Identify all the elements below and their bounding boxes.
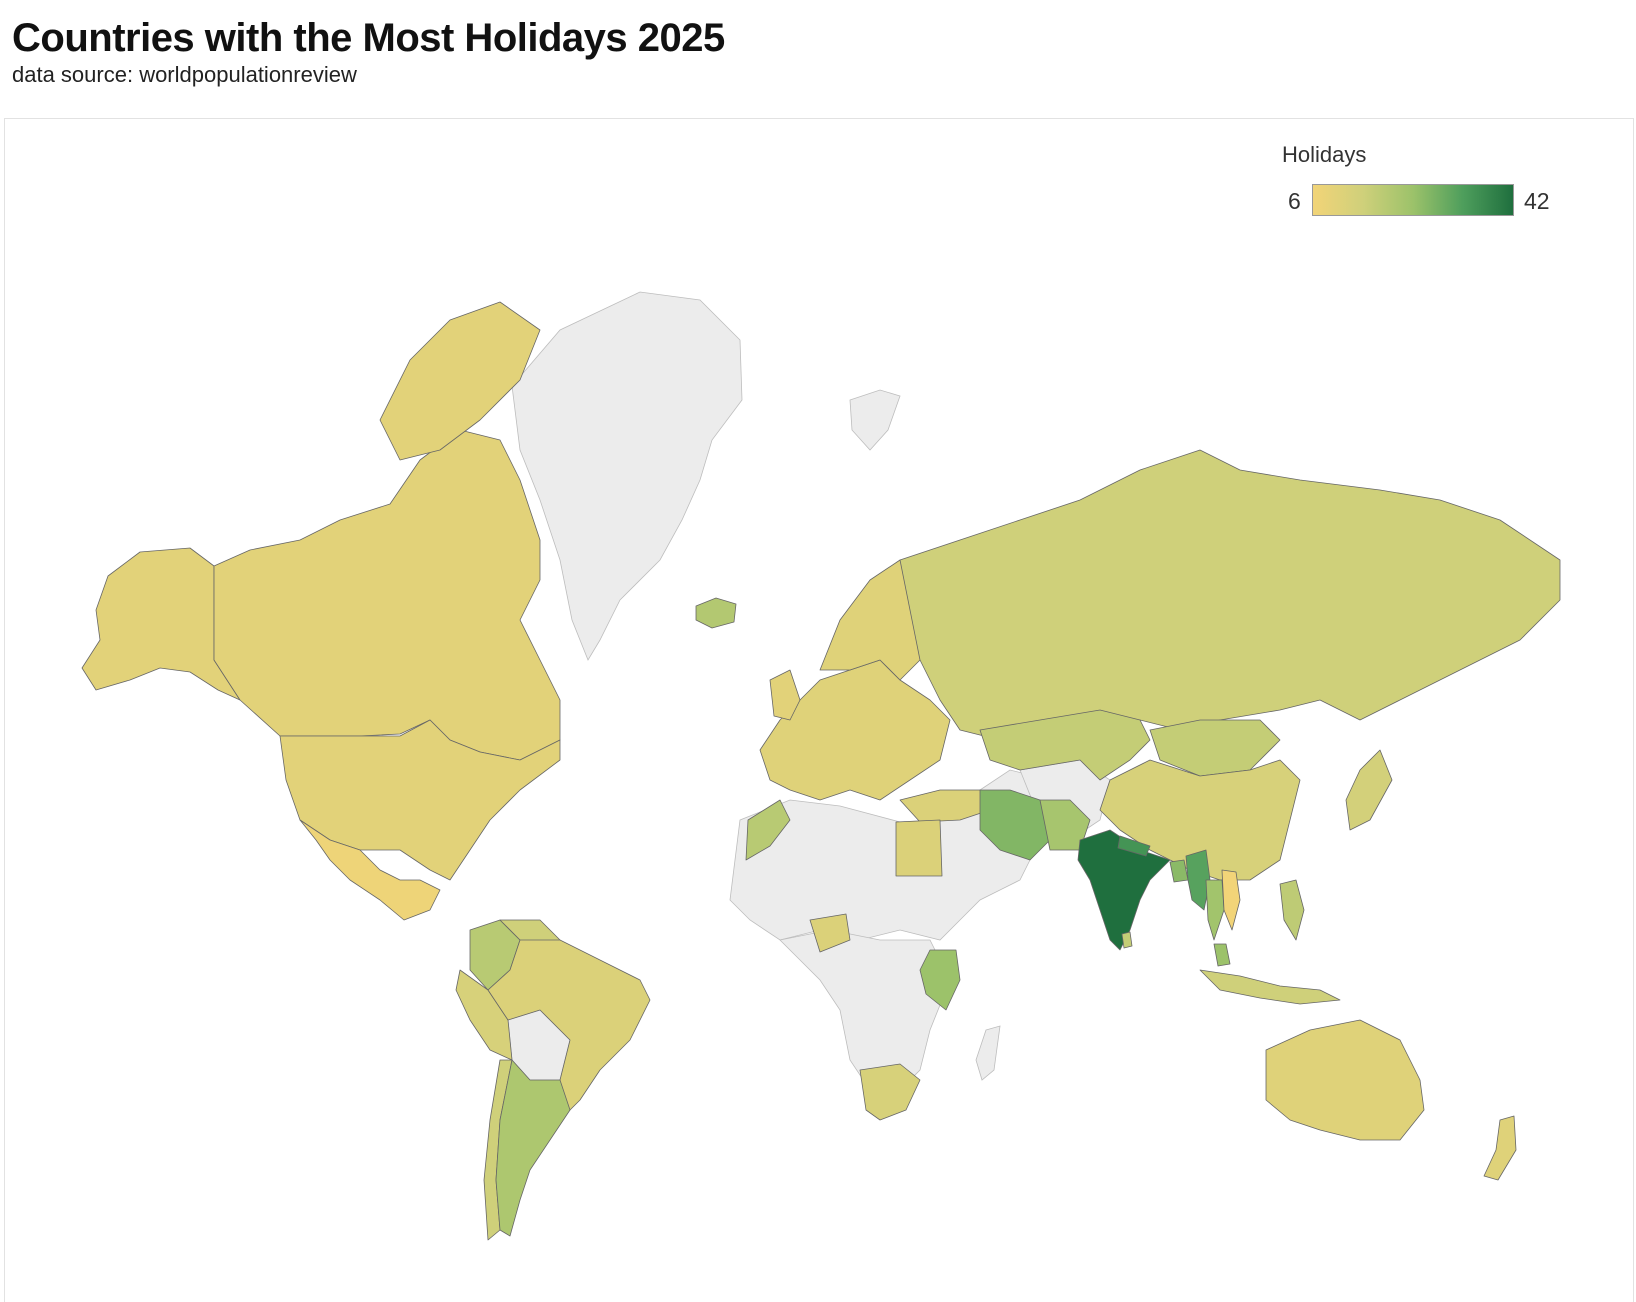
region-madagascar [975,1025,1001,1081]
legend-max-label: 42 [1524,188,1550,214]
region-iran[interactable] [979,789,1051,861]
region-canada-arctic-islands [379,301,541,461]
region-philippines[interactable] [1279,879,1305,941]
region-south-africa[interactable] [859,1063,921,1121]
region-kenya[interactable] [919,949,961,1011]
region-iceland[interactable] [695,597,737,629]
region-indonesia[interactable] [1199,969,1341,1005]
region-new-zealand[interactable] [1483,1115,1517,1181]
region-kazakhstan[interactable] [979,709,1151,781]
region-australia[interactable] [1265,1019,1425,1141]
page-title: Countries with the Most Holidays 2025 [12,16,725,60]
header: Countries with the Most Holidays 2025 da… [12,14,725,88]
legend-color-bar [1312,184,1514,216]
region-russia[interactable] [899,449,1561,741]
region-argentina[interactable] [495,1059,571,1237]
legend-title: Holidays [1282,142,1367,167]
page-subtitle: data source: worldpopulationreview [12,62,357,87]
region-alaska[interactable] [81,547,241,701]
region-mongolia[interactable] [1149,719,1281,777]
region-canada[interactable] [213,429,561,761]
region-nepal[interactable] [1117,835,1151,857]
region-nigeria[interactable] [809,913,851,953]
region-pakistan[interactable] [1039,799,1091,851]
region-japan[interactable] [1345,749,1393,831]
region-vietnam[interactable] [1221,869,1241,931]
region-egypt[interactable] [895,819,943,877]
region-morocco[interactable] [745,799,791,861]
region-europe[interactable] [759,659,951,801]
region-svalbard [849,389,901,451]
region-mexico[interactable] [299,819,441,921]
region-greenland[interactable] [511,291,743,661]
region-myanmar[interactable] [1185,849,1211,911]
region-sri-lanka[interactable] [1121,931,1133,949]
region-thailand[interactable] [1205,879,1225,941]
region-malaysia[interactable] [1213,943,1231,967]
region-central-africa-no-data [779,929,951,1091]
legend: Holidays 6 42 [1280,142,1560,222]
region-china[interactable] [1099,759,1301,881]
region-uk[interactable] [769,669,801,721]
legend-min-label: 6 [1288,188,1301,214]
